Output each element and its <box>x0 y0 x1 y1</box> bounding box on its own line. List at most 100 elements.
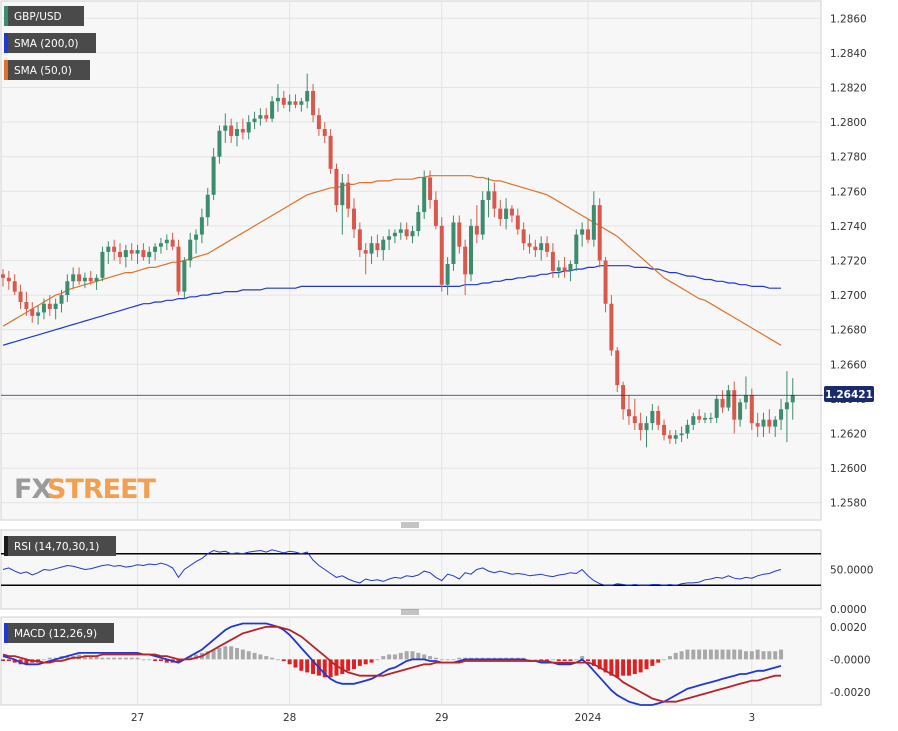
main-y-tick-label: 1.2820 <box>830 83 867 95</box>
x-tick-label: 27 <box>131 712 144 724</box>
candle-body <box>392 232 397 237</box>
candle-body <box>6 277 11 282</box>
candle-body <box>621 385 626 410</box>
candle-body <box>229 125 234 136</box>
candle <box>761 412 766 437</box>
legend-gbpusd[interactable]: GBP/USD <box>4 6 84 26</box>
candle <box>65 274 70 303</box>
candle-body <box>30 308 35 316</box>
candle <box>662 419 667 441</box>
candle-body <box>603 260 608 304</box>
macd-histogram-bar <box>229 646 234 660</box>
candle-body <box>626 409 631 417</box>
candle-body <box>708 417 713 419</box>
legend-sma50[interactable]: SMA (50,0) <box>4 60 90 80</box>
candle-body <box>77 274 82 282</box>
candle <box>41 298 46 320</box>
pane-resize-handle[interactable] <box>401 522 419 528</box>
candle-body <box>586 229 590 240</box>
candle <box>94 274 99 290</box>
macd-signal-line <box>2 625 781 703</box>
candle <box>621 381 626 420</box>
candle <box>106 241 111 264</box>
macd-histogram-bar <box>153 659 158 661</box>
macd-histogram-bar <box>82 656 87 660</box>
macd-histogram-bar <box>100 657 105 660</box>
legend-sma200[interactable]: SMA (200,0) <box>4 33 96 53</box>
candle <box>790 378 795 420</box>
macd-histogram-bar <box>597 659 602 670</box>
macd-histogram-bar <box>299 659 304 671</box>
macd-histogram-bar <box>141 659 146 661</box>
macd-histogram-bar <box>305 659 310 673</box>
candle-body <box>36 312 41 316</box>
pane-resize-handle[interactable] <box>401 609 419 615</box>
candle <box>509 205 514 223</box>
legend-rsi[interactable]: RSI (14,70,30,1) <box>4 536 116 556</box>
legend-macd[interactable]: MACD (12,26,9) <box>4 623 114 643</box>
sma-layer <box>2 175 782 346</box>
candle-body <box>714 398 719 418</box>
candle-body <box>790 395 795 403</box>
macd-histogram-bar <box>773 651 778 660</box>
candle-body <box>24 302 29 309</box>
macd-histogram-bar <box>176 659 181 663</box>
macd-histogram-bar <box>609 659 614 676</box>
candle <box>100 246 105 282</box>
candle-body <box>691 416 696 425</box>
candle <box>281 90 286 109</box>
candle-body <box>246 122 251 133</box>
candle-body <box>334 168 339 206</box>
candle <box>387 229 392 251</box>
macd-histogram-bar <box>381 656 386 660</box>
candle-body <box>755 423 760 427</box>
macd-histogram-bar <box>328 659 333 678</box>
candle-body <box>673 435 678 439</box>
candle <box>153 243 158 261</box>
candle <box>562 257 567 278</box>
candle-body <box>697 416 702 420</box>
candle <box>77 267 82 285</box>
macd-histogram-bar <box>147 659 152 661</box>
candle <box>580 222 585 247</box>
candle-body <box>123 250 128 258</box>
candle-body <box>170 239 175 247</box>
candle <box>597 198 602 268</box>
candle <box>82 272 87 289</box>
candle <box>375 234 380 258</box>
candle <box>615 347 620 392</box>
macd-histogram-bar <box>708 649 713 660</box>
candle-body <box>217 130 222 157</box>
candle <box>726 385 731 412</box>
candle <box>708 412 713 424</box>
candle <box>457 215 462 254</box>
candle <box>416 205 421 237</box>
candle-body <box>112 246 117 252</box>
macd-histogram-bar <box>311 659 316 675</box>
macd-pane[interactable] <box>0 616 822 706</box>
candle <box>691 412 696 431</box>
macd-layer <box>1 622 784 706</box>
candle-body <box>732 390 737 420</box>
candle-body <box>486 191 491 200</box>
macd-histogram-bar <box>580 656 585 660</box>
candle <box>71 267 76 289</box>
macd-y-tick-label: 0.0020 <box>830 622 867 634</box>
candle-body <box>311 90 316 116</box>
candle <box>235 122 239 147</box>
sma200-line <box>2 265 781 346</box>
rsi-pane[interactable] <box>0 529 822 610</box>
candle-body <box>743 395 748 403</box>
candle <box>445 257 450 296</box>
candle <box>498 199 503 226</box>
macd-histogram-bar <box>252 652 257 660</box>
macd-histogram-bar <box>65 656 70 660</box>
macd-line <box>2 622 782 706</box>
candle-body <box>509 208 514 216</box>
macd-histogram-bar <box>439 659 444 661</box>
candle-body <box>515 215 520 230</box>
main-y-tick-label: 1.2680 <box>830 325 867 337</box>
macd-histogram-bar <box>270 657 275 660</box>
candle-body <box>194 234 199 240</box>
